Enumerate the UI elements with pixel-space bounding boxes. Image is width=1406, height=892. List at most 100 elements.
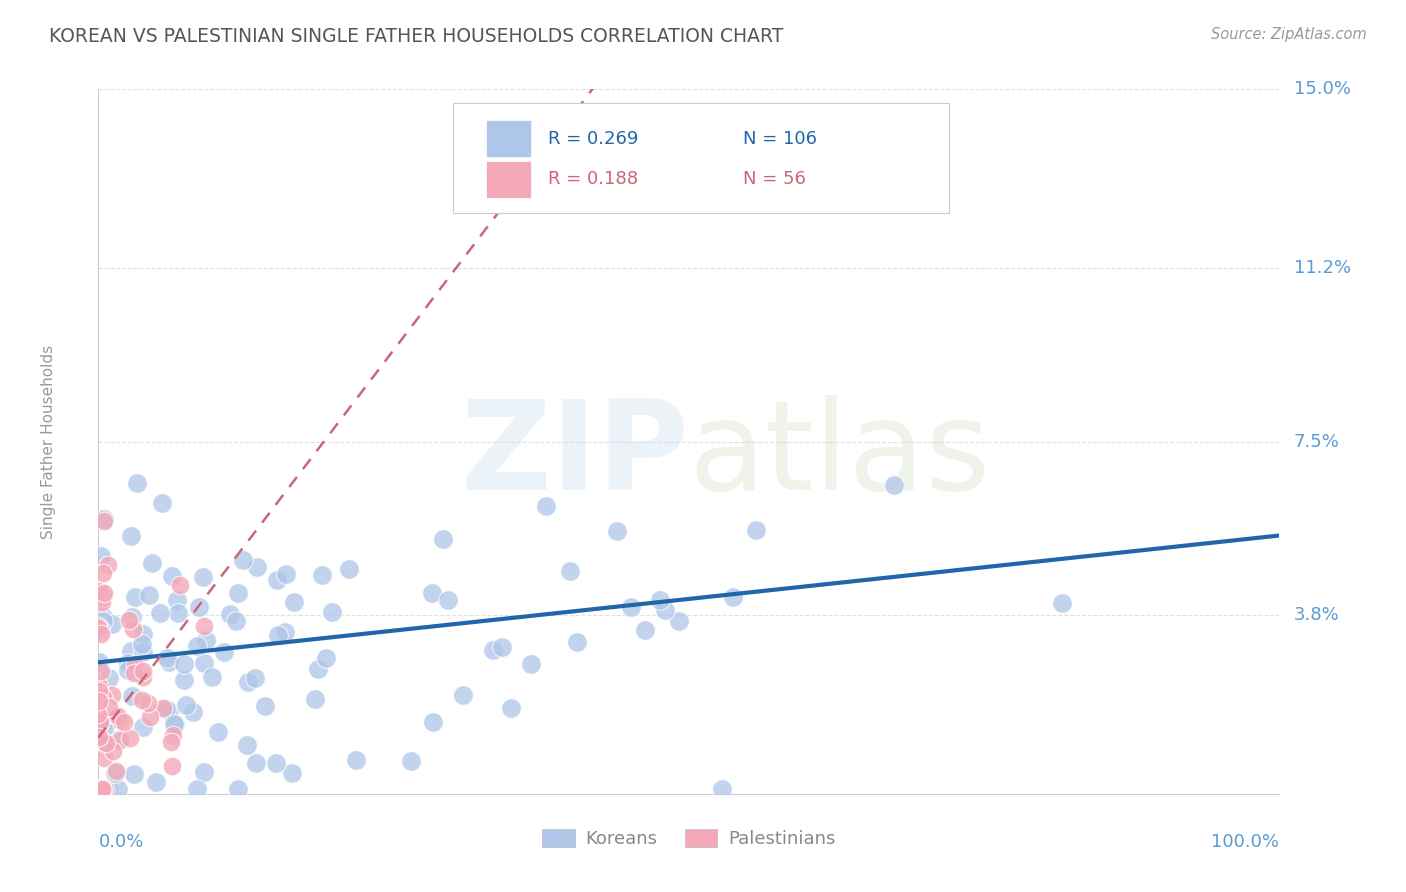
Point xyxy=(567,635,589,649)
Point xyxy=(166,593,188,607)
Point xyxy=(93,512,115,526)
Point xyxy=(212,645,235,659)
Point xyxy=(132,664,155,678)
Point xyxy=(883,478,905,492)
Point xyxy=(93,586,115,600)
Point xyxy=(200,670,222,684)
Point xyxy=(648,592,671,607)
Text: 11.2%: 11.2% xyxy=(1294,259,1351,277)
Text: R = 0.188: R = 0.188 xyxy=(548,170,638,188)
Point xyxy=(174,698,197,713)
Point xyxy=(101,712,124,726)
Point xyxy=(491,640,513,654)
Point xyxy=(91,609,114,624)
Point xyxy=(169,578,191,592)
Point xyxy=(94,736,117,750)
Text: KOREAN VS PALESTINIAN SINGLE FATHER HOUSEHOLDS CORRELATION CHART: KOREAN VS PALESTINIAN SINGLE FATHER HOUS… xyxy=(49,27,783,45)
Point xyxy=(132,670,155,684)
Point xyxy=(89,715,111,730)
Point xyxy=(160,759,183,773)
Point xyxy=(266,573,288,587)
Point xyxy=(339,562,361,576)
Point xyxy=(91,595,114,609)
Point xyxy=(145,775,167,789)
Point xyxy=(560,564,582,578)
Point xyxy=(173,673,195,688)
Point xyxy=(219,607,242,622)
Point xyxy=(100,688,122,702)
Point xyxy=(420,586,443,600)
Point xyxy=(87,694,110,708)
Point xyxy=(668,614,690,628)
Point xyxy=(136,696,159,710)
Point xyxy=(120,731,142,745)
FancyBboxPatch shape xyxy=(486,161,530,198)
Text: N = 106: N = 106 xyxy=(744,129,817,147)
Point xyxy=(131,693,153,707)
Point xyxy=(482,642,505,657)
Point xyxy=(254,698,277,713)
Point xyxy=(654,603,676,617)
Point xyxy=(166,606,188,620)
Point xyxy=(264,756,287,771)
Point xyxy=(125,475,148,490)
Point xyxy=(238,674,260,689)
Text: 3.8%: 3.8% xyxy=(1294,607,1340,624)
Point xyxy=(399,754,422,768)
Point xyxy=(520,657,543,671)
Point xyxy=(108,732,131,747)
Point xyxy=(97,558,120,572)
Point xyxy=(131,637,153,651)
FancyBboxPatch shape xyxy=(453,103,949,212)
Point xyxy=(90,627,112,641)
Point xyxy=(157,655,180,669)
Point xyxy=(110,732,132,747)
Point xyxy=(321,606,343,620)
Text: 100.0%: 100.0% xyxy=(1212,832,1279,851)
Point xyxy=(112,714,135,729)
Point xyxy=(141,557,163,571)
Point xyxy=(193,765,215,780)
Point xyxy=(1050,597,1073,611)
Point xyxy=(207,724,229,739)
Point xyxy=(91,590,114,604)
Point xyxy=(122,665,145,680)
Point xyxy=(181,706,204,720)
Point xyxy=(93,751,115,765)
Point xyxy=(281,765,304,780)
Point xyxy=(104,766,127,780)
Point xyxy=(225,614,247,628)
Point xyxy=(721,591,744,605)
Point xyxy=(91,614,114,628)
Point xyxy=(315,651,337,665)
Point xyxy=(236,738,259,752)
Point xyxy=(634,623,657,637)
Point xyxy=(267,627,290,641)
Point xyxy=(344,753,367,767)
Point xyxy=(173,657,195,671)
Point xyxy=(160,735,183,749)
Point xyxy=(606,524,628,538)
Point xyxy=(311,568,333,582)
Point xyxy=(231,553,253,567)
Text: N = 56: N = 56 xyxy=(744,170,806,188)
Point xyxy=(120,644,142,658)
Point xyxy=(162,729,184,743)
Point xyxy=(124,590,146,604)
Text: 15.0%: 15.0% xyxy=(1294,80,1351,98)
Point xyxy=(87,655,110,669)
Point xyxy=(121,689,143,703)
Point xyxy=(89,782,111,797)
Point xyxy=(160,568,183,582)
Point xyxy=(91,690,114,704)
Point xyxy=(89,622,111,636)
Point xyxy=(107,782,129,797)
Point xyxy=(186,782,208,797)
Point xyxy=(124,657,146,672)
Point xyxy=(90,782,112,797)
Point xyxy=(89,689,111,703)
Point xyxy=(274,567,297,582)
Point xyxy=(87,679,110,693)
Point xyxy=(90,714,112,729)
Point xyxy=(120,528,142,542)
